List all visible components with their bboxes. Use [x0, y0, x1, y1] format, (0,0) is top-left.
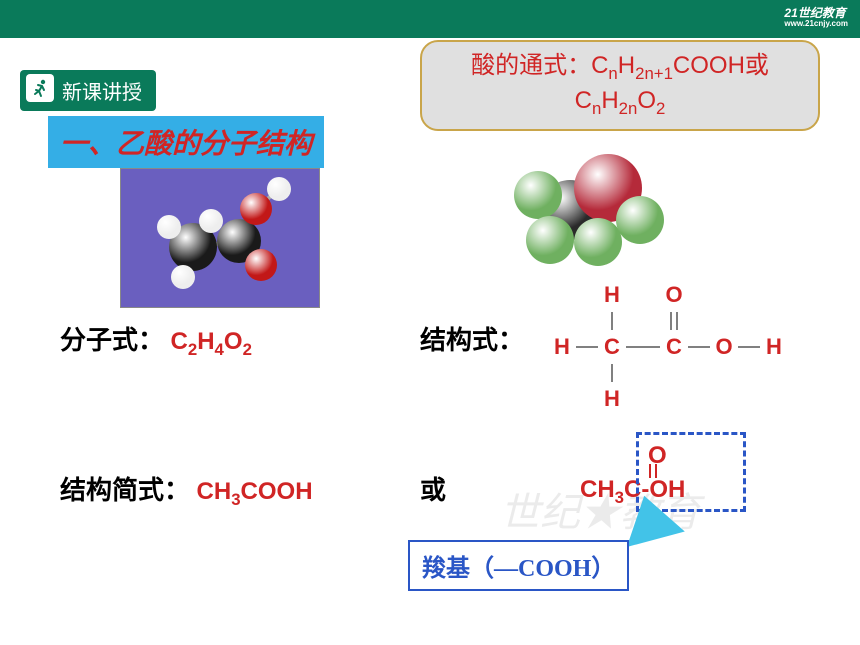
f2-s3: 2 — [656, 99, 665, 118]
bond-v2 — [611, 364, 613, 382]
structural-formula: H O H C C O H H — [548, 282, 788, 412]
f-h: H — [618, 52, 635, 79]
s-c1: C — [598, 334, 626, 360]
general-formula-box: 酸的通式：CnH2n+1COOH或 CnH2nO2 — [420, 40, 820, 131]
atom-sphere — [245, 249, 277, 281]
cond-value1: CH3COOH — [197, 478, 313, 505]
formula-line1: 酸的通式：CnH2n+1COOH或 — [436, 50, 804, 85]
atom-sphere — [267, 177, 291, 201]
s-h-l: H — [548, 334, 576, 360]
s-h-b: H — [598, 386, 626, 412]
f-tail: COOH或 — [673, 52, 769, 79]
runner-icon — [26, 74, 54, 102]
mf-s2: 4 — [215, 340, 224, 359]
atom-sphere — [240, 193, 272, 225]
cond-label-text: 结构简式： — [60, 476, 190, 505]
mf-s1: 2 — [188, 340, 197, 359]
bond-h3 — [688, 346, 710, 348]
atom-sphere — [574, 218, 622, 266]
s-h-top: H — [598, 282, 626, 308]
formula-line2: CnH2nO2 — [436, 85, 804, 120]
space-filling-model — [510, 140, 670, 280]
s-h-r: H — [760, 334, 788, 360]
f-c: C — [591, 52, 608, 79]
section-tag-text: 新课讲授 — [62, 82, 142, 104]
bond-h4 — [738, 346, 760, 348]
s-o2: O — [710, 334, 738, 360]
bond-h — [576, 346, 598, 348]
logo: 21世纪教育 www.21cnjy.com — [784, 4, 848, 28]
logo-url: www.21cnjy.com — [784, 19, 848, 28]
header-bar: 21世纪教育 www.21cnjy.com — [0, 0, 860, 38]
f2-o: O — [637, 87, 656, 114]
atom-sphere — [616, 196, 664, 244]
f-s1: n — [608, 64, 617, 83]
c1b: COOH — [241, 478, 313, 505]
f2-h: H — [601, 87, 618, 114]
f2-c: C — [575, 87, 592, 114]
s-c2: C — [660, 334, 688, 360]
atom-sphere — [526, 216, 574, 264]
mf-s3: 2 — [243, 340, 252, 359]
atom-sphere — [157, 215, 181, 239]
molecular-formula-label: 分子式： C2H4O2 — [60, 320, 252, 360]
formula-prefix: 酸的通式： — [471, 52, 591, 79]
s-o-top: O — [660, 282, 688, 308]
f-s2: 2n+1 — [635, 64, 673, 83]
condensed-label: 结构简式： CH3COOH — [60, 470, 313, 510]
c1s: 3 — [231, 490, 240, 509]
mf-c: C — [171, 328, 188, 355]
slide-title: 一、乙酸的分子结构 — [48, 116, 324, 168]
bond-h2 — [626, 346, 660, 348]
mf-o: O — [224, 328, 243, 355]
carboxyl-label-box: 羧基（—COOH） — [408, 540, 629, 591]
atom-sphere — [514, 171, 562, 219]
c1a: CH — [197, 478, 232, 505]
structural-formula-label: 结构式： — [420, 320, 524, 357]
logo-text: 21世纪教育 — [784, 6, 845, 20]
f2-s2: 2n — [619, 99, 638, 118]
double-bond — [673, 312, 675, 330]
atom-sphere — [171, 265, 195, 289]
or-label: 或 — [420, 470, 446, 507]
atom-sphere — [199, 209, 223, 233]
f2-s1: n — [592, 99, 601, 118]
mf-label: 分子式： — [60, 326, 164, 355]
section-tag: 新课讲授 — [20, 70, 156, 111]
mf-h: H — [197, 328, 214, 355]
ball-stick-model — [120, 168, 320, 308]
c2a: CH — [580, 476, 615, 503]
bond-v — [611, 312, 613, 330]
mf-value: C2H4O2 — [171, 328, 252, 355]
